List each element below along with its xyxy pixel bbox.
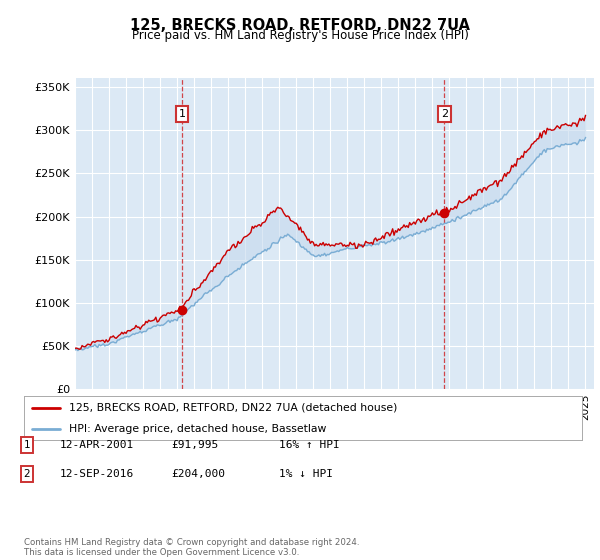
Text: 16% ↑ HPI: 16% ↑ HPI <box>279 440 340 450</box>
Text: 12-SEP-2016: 12-SEP-2016 <box>60 469 134 479</box>
Text: 2: 2 <box>440 109 448 119</box>
Text: HPI: Average price, detached house, Bassetlaw: HPI: Average price, detached house, Bass… <box>68 424 326 433</box>
Text: 1: 1 <box>23 440 31 450</box>
Text: 2: 2 <box>23 469 31 479</box>
Text: 125, BRECKS ROAD, RETFORD, DN22 7UA (detached house): 125, BRECKS ROAD, RETFORD, DN22 7UA (det… <box>68 403 397 413</box>
Text: 12-APR-2001: 12-APR-2001 <box>60 440 134 450</box>
Text: 125, BRECKS ROAD, RETFORD, DN22 7UA: 125, BRECKS ROAD, RETFORD, DN22 7UA <box>130 18 470 33</box>
Text: Price paid vs. HM Land Registry's House Price Index (HPI): Price paid vs. HM Land Registry's House … <box>131 29 469 42</box>
Text: £91,995: £91,995 <box>171 440 218 450</box>
Text: 1: 1 <box>178 109 185 119</box>
Text: 1% ↓ HPI: 1% ↓ HPI <box>279 469 333 479</box>
Text: Contains HM Land Registry data © Crown copyright and database right 2024.
This d: Contains HM Land Registry data © Crown c… <box>24 538 359 557</box>
Text: £204,000: £204,000 <box>171 469 225 479</box>
